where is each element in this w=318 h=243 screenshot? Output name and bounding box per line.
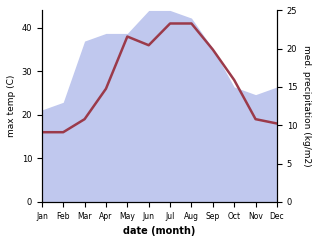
Y-axis label: max temp (C): max temp (C) [7, 75, 16, 137]
X-axis label: date (month): date (month) [123, 226, 196, 236]
Y-axis label: med. precipitation (kg/m2): med. precipitation (kg/m2) [302, 45, 311, 167]
